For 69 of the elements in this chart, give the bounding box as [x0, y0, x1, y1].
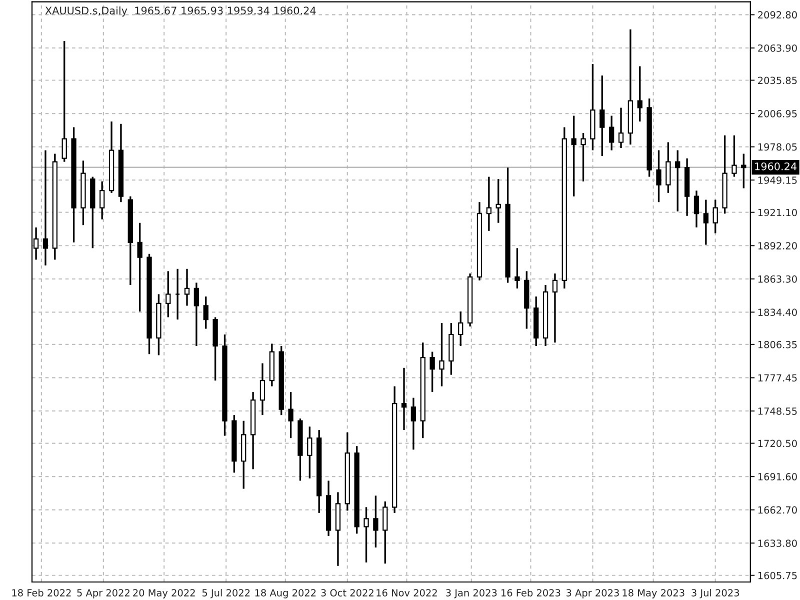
y-tick-label: 1633.80	[758, 540, 797, 547]
y-tick-label: 1978.05	[758, 143, 797, 151]
candlestick	[137, 222, 142, 312]
candlestick	[552, 272, 558, 344]
x-tick-label: 5 Jul 2022	[202, 588, 250, 598]
candlestick	[439, 322, 444, 388]
candlestick	[703, 198, 708, 246]
candlestick	[100, 180, 105, 220]
candlestick	[62, 40, 67, 163]
candlestick	[608, 114, 614, 152]
candlestick	[656, 149, 662, 203]
y-tick-label: 1691.60	[758, 473, 797, 480]
candlestick	[307, 426, 312, 480]
y-tick-label: 1605.75	[758, 572, 797, 580]
x-tick-label: 20 May 2022	[133, 589, 195, 598]
candlestick	[373, 494, 378, 548]
y-tick-label: 2092.80	[758, 11, 797, 19]
candlestick	[288, 391, 294, 439]
annotation: XAUUSD.s,Daily 1965.67 1965.93 1959.34 1960.24	[45, 6, 316, 17]
candlestick	[401, 367, 407, 431]
candlestick	[364, 506, 369, 564]
candlestick	[666, 141, 671, 194]
y-tick-label: 1834.40	[758, 308, 797, 316]
candlestick	[203, 296, 208, 330]
y-tick-label: 1863.30	[758, 275, 797, 283]
candlestick	[496, 178, 501, 224]
y-tick-label: 1921.10	[758, 208, 797, 216]
x-tick-label: 18 May 2023	[622, 589, 684, 598]
x-tick-label: 16 Feb 2023	[502, 588, 560, 596]
candlestick	[166, 270, 171, 318]
x-tick-label: 18 Aug 2022	[255, 589, 316, 598]
y-tick-label: 2035.85	[758, 76, 797, 84]
candlestick	[260, 362, 266, 416]
y-tick-label: 1892.20	[758, 242, 797, 250]
candlestick	[194, 282, 200, 347]
candlestick	[580, 132, 586, 182]
candlestick	[637, 65, 642, 122]
y-tick-label: 1662.70	[758, 506, 797, 514]
candlestick	[430, 350, 435, 393]
x-tick-label: 16 Nov 2022	[376, 589, 437, 596]
y-tick-label: 1949.15	[758, 176, 797, 184]
candlestick	[712, 198, 718, 234]
candlestick	[600, 74, 605, 157]
x-tick-label: 18 Feb 2022	[12, 588, 71, 596]
x-tick-label: 5 Apr 2022	[77, 589, 130, 598]
ref-line-label: 1960.24	[755, 162, 796, 170]
y-tick-label: 2006.95	[758, 110, 797, 118]
candlestick	[458, 310, 464, 347]
candlestick	[694, 190, 700, 228]
candlestick	[486, 176, 492, 232]
candlestick	[741, 152, 746, 190]
candlestick	[675, 149, 680, 212]
candlestick	[382, 500, 388, 564]
y-tick-label: 1777.45	[758, 374, 797, 382]
x-tick-label: 3 Jul 2023	[692, 588, 739, 598]
y-tick-label: 1748.55	[758, 407, 797, 415]
candlestick	[514, 247, 520, 290]
candlestick	[571, 114, 576, 198]
x-tick-label: 3 Apr 2023	[566, 589, 619, 598]
y-tick-label: 1720.50	[758, 440, 797, 448]
x-tick-label: 3 Oct 2022	[321, 589, 374, 596]
candlestick	[732, 134, 737, 178]
y-tick-label: 2063.90	[758, 44, 797, 52]
candlestick	[618, 106, 624, 149]
candlestick	[184, 268, 190, 307]
candlestick	[410, 396, 416, 450]
candlestick	[42, 149, 48, 266]
y-tick-label: 1806.35	[758, 340, 797, 348]
x-tick-label: 3 Jan 2023	[446, 589, 497, 598]
